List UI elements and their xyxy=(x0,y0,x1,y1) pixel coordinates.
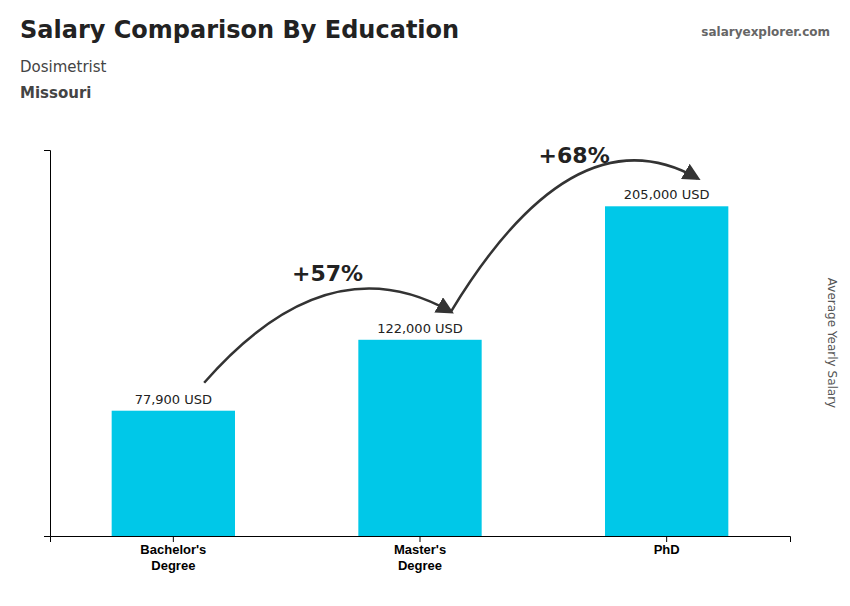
data-label: 205,000 USD xyxy=(624,187,710,202)
bars xyxy=(112,206,729,536)
pct-label: +68% xyxy=(539,143,610,168)
x-tick-label-line: Degree xyxy=(151,558,195,573)
x-axis-line xyxy=(51,537,791,543)
bar xyxy=(112,411,235,536)
annotations: +57% +68% xyxy=(204,143,697,383)
x-tick-mark xyxy=(420,536,421,542)
data-labels: 77,900 USD 122,000 USD 205,000 USD xyxy=(135,187,710,406)
x-axis: Bachelor'sDegreeMaster'sDegreePhD xyxy=(51,536,791,573)
pct-label: +57% xyxy=(292,261,363,286)
y-axis-line xyxy=(44,151,51,537)
y-axis-label: Average Yearly Salary xyxy=(825,278,839,408)
bar xyxy=(605,206,728,536)
subtitle: Missouri xyxy=(20,84,91,102)
data-label: 122,000 USD xyxy=(377,321,463,336)
title: Salary Comparison By Education xyxy=(20,16,459,44)
x-tick-label: Master'sDegree xyxy=(394,542,446,573)
x-tick: Master'sDegree xyxy=(394,536,446,573)
subtitle: Dosimetrist xyxy=(20,58,107,76)
y-axis xyxy=(44,151,51,537)
x-tick-label-line: PhD xyxy=(654,542,680,557)
x-tick: Bachelor'sDegree xyxy=(140,536,206,573)
x-tick-label-line: Degree xyxy=(398,558,442,573)
pct-arrow xyxy=(204,289,451,383)
x-tick: PhD xyxy=(654,536,680,557)
x-tick-mark xyxy=(666,536,667,542)
x-tick-label-line: Master's xyxy=(394,542,446,557)
pct-arrow xyxy=(451,160,698,311)
x-tick-mark xyxy=(173,536,174,542)
x-tick-label: PhD xyxy=(654,542,680,557)
x-tick-label-line: Bachelor's xyxy=(140,542,206,557)
source: salaryexplorer.com xyxy=(701,25,830,39)
chart-svg: Salary Comparison By Education Dosimetris… xyxy=(0,0,850,606)
x-tick-label: Bachelor'sDegree xyxy=(140,542,206,573)
data-label: 77,900 USD xyxy=(135,392,212,407)
bar xyxy=(358,340,481,536)
plot-area: Bachelor'sDegreeMaster'sDegreePhD77,900 … xyxy=(44,143,791,573)
